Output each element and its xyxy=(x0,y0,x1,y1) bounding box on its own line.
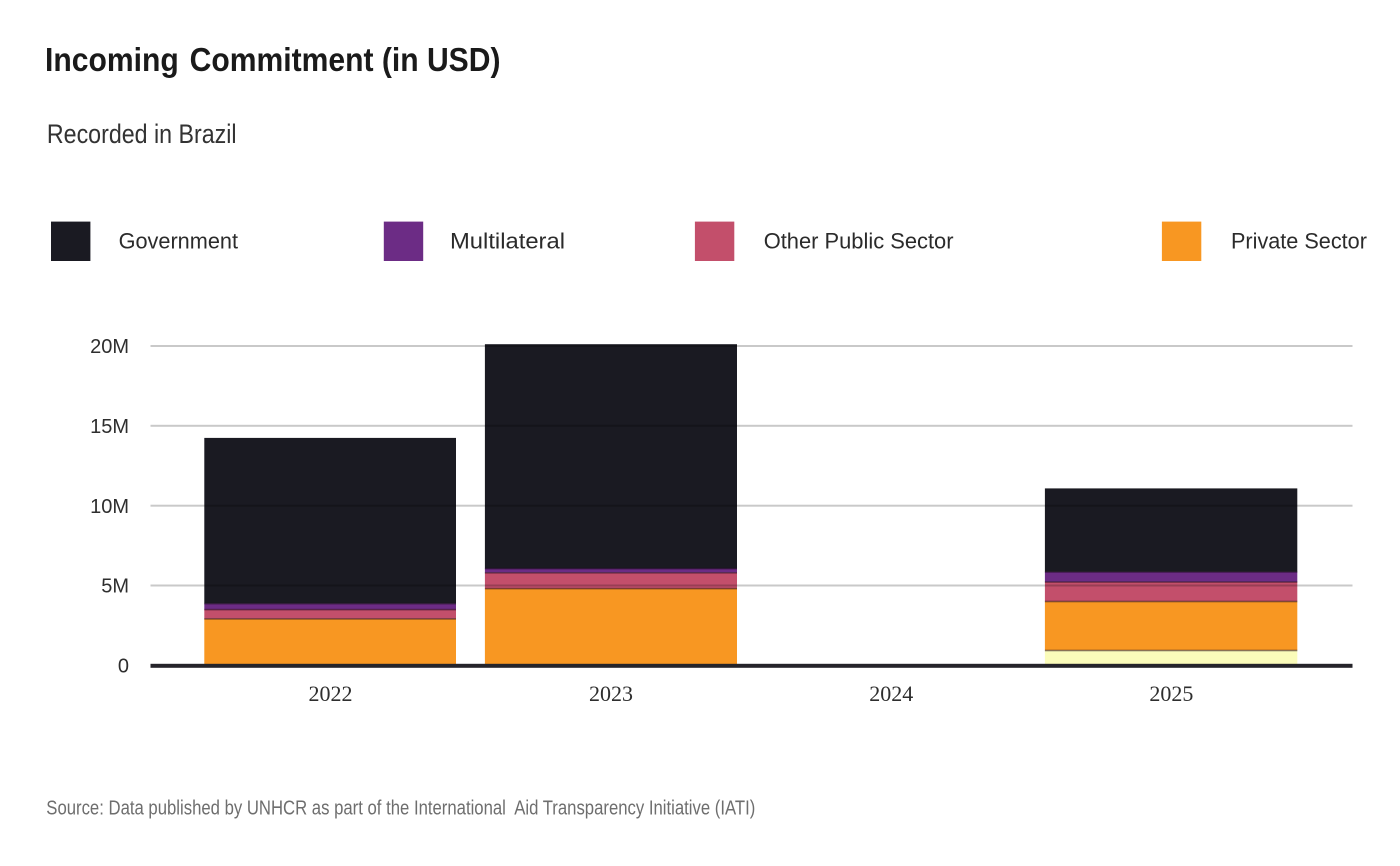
svg-text:Other Public Sector: Other Public Sector xyxy=(764,229,954,254)
svg-text:2024: 2024 xyxy=(869,681,913,706)
svg-text:10M: 10M xyxy=(90,496,129,518)
svg-text:Source: Data published by UNHC: Source: Data published by UNHCR as part … xyxy=(46,798,755,820)
svg-text:Private Sector: Private Sector xyxy=(1231,229,1367,254)
svg-text:20M: 20M xyxy=(90,336,129,358)
svg-text:15M: 15M xyxy=(90,416,129,438)
svg-text:2022: 2022 xyxy=(309,681,353,706)
svg-text:5M: 5M xyxy=(101,576,129,598)
svg-text:Incoming Commitment (in USD): Incoming Commitment (in USD) xyxy=(45,41,501,78)
svg-text:2023: 2023 xyxy=(589,681,633,706)
svg-text:Government: Government xyxy=(119,229,238,254)
svg-text:Multilateral: Multilateral xyxy=(450,229,565,254)
svg-text:Recorded in Brazil: Recorded in Brazil xyxy=(47,119,237,149)
svg-text:0: 0 xyxy=(118,656,129,678)
svg-text:2025: 2025 xyxy=(1149,681,1193,706)
